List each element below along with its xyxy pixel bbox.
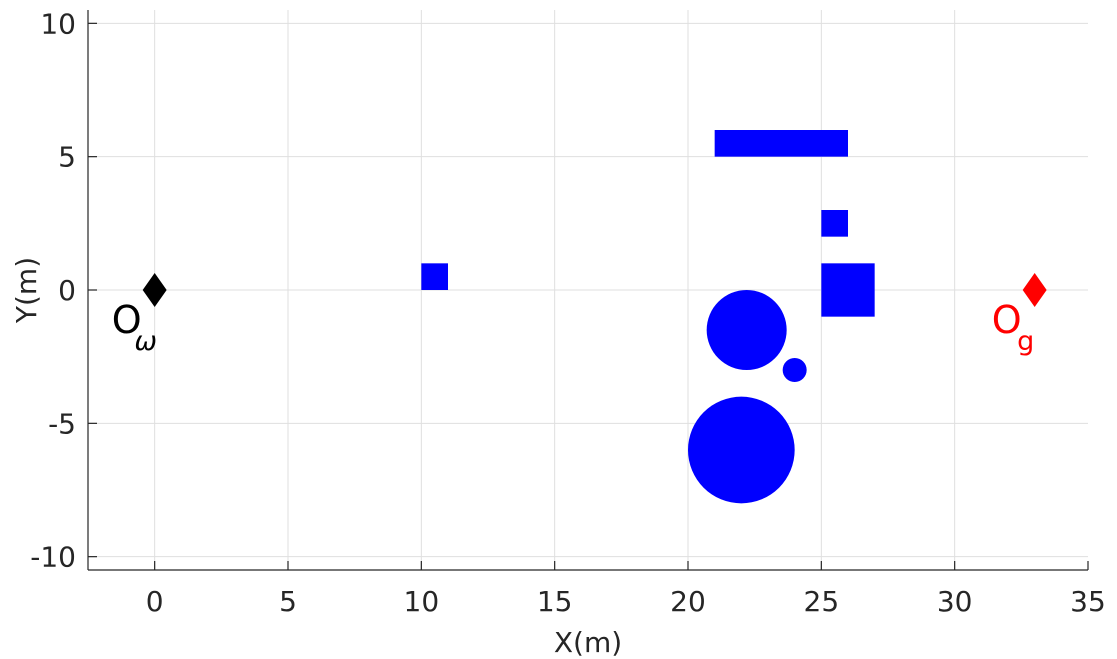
x-tick-label: 15	[537, 585, 573, 618]
circle-obstacle	[782, 358, 807, 382]
rect-obstacle	[821, 210, 848, 237]
y-axis-label: Y(m)	[10, 257, 43, 324]
circle-obstacle	[688, 396, 795, 504]
goal-label-subscript: g	[1017, 326, 1034, 357]
start-label-subscript: ω	[134, 326, 157, 357]
goal-label: O	[992, 298, 1022, 342]
x-tick-labels: 0 5 10 15 20 25 30 35	[146, 585, 1106, 618]
x-tick-label: 20	[670, 585, 706, 618]
x-axis-label: X(m)	[554, 626, 622, 659]
rect-obstacle	[421, 263, 448, 290]
x-tick-label: 25	[804, 585, 840, 618]
x-tick-label: 30	[937, 585, 973, 618]
y-tick-label: 5	[58, 141, 76, 174]
goal-marker	[1022, 273, 1047, 307]
y-tick-label: -5	[48, 407, 76, 440]
axes	[87, 10, 1089, 571]
start-label: O	[112, 298, 142, 342]
y-tick-label: -10	[30, 541, 76, 574]
obstacles	[421, 130, 875, 504]
grid	[88, 10, 1088, 570]
marker-labels: Oω Og	[112, 298, 1034, 357]
x-tick-label: 5	[279, 585, 297, 618]
circle-obstacle	[706, 290, 787, 370]
x-tick-label: 10	[404, 585, 440, 618]
x-tick-label: 0	[146, 585, 164, 618]
start-marker	[142, 273, 167, 307]
y-tick-label: 10	[40, 7, 76, 40]
rect-obstacle	[821, 263, 875, 317]
markers	[142, 273, 1047, 307]
x-tick-label: 35	[1070, 585, 1106, 618]
y-tick-label: 0	[58, 274, 76, 307]
rect-obstacle	[714, 130, 848, 157]
y-tick-labels: 10 5 0 -5 -10	[30, 7, 76, 573]
